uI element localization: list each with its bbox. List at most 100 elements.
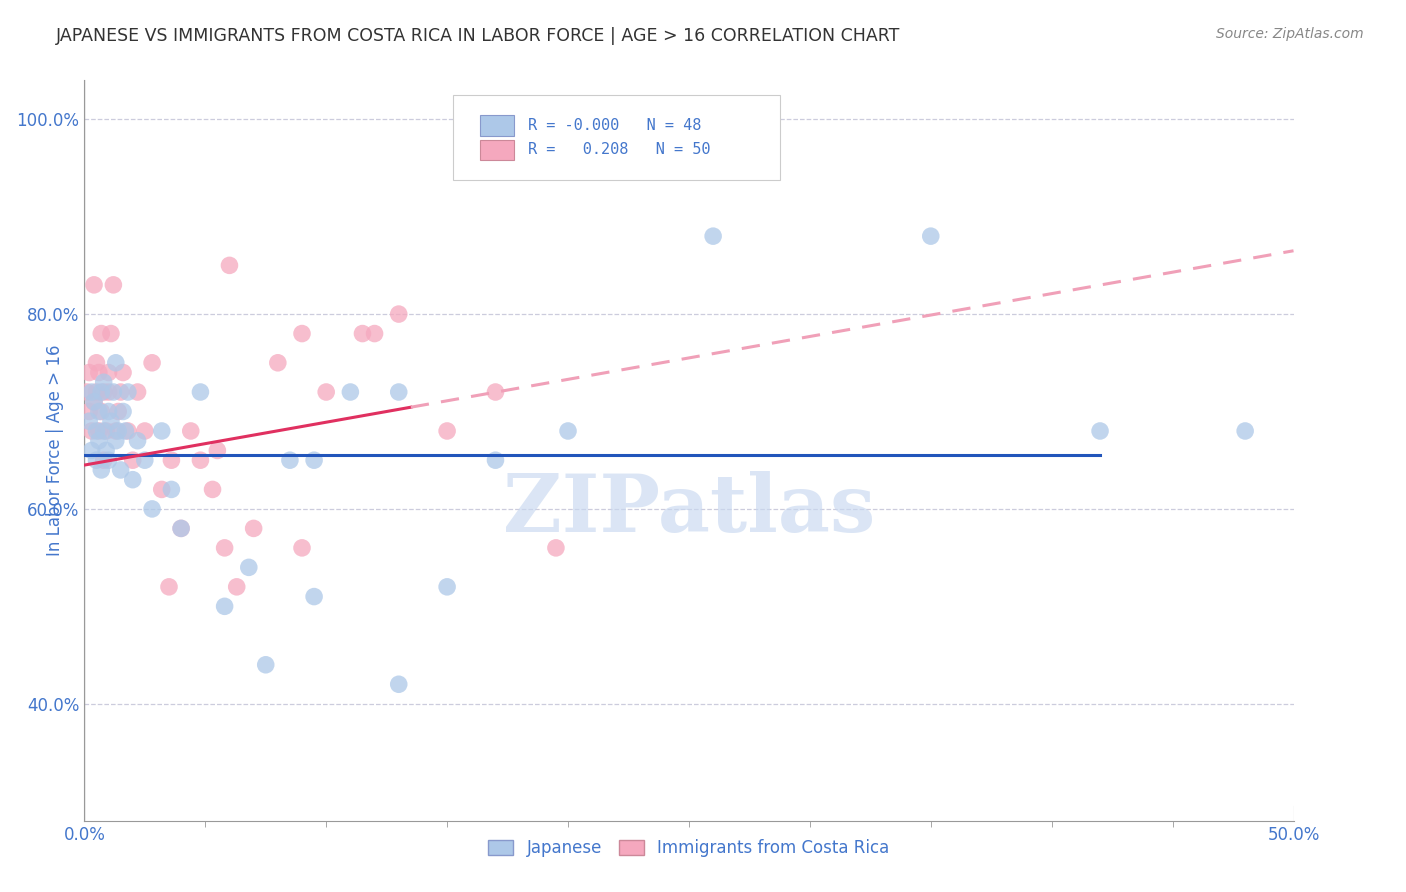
Point — [278, 453, 301, 467]
Text: Source: ZipAtlas.com: Source: ZipAtlas.com — [1216, 27, 1364, 41]
Point — [254, 657, 277, 672]
Text: JAPANESE VS IMMIGRANTS FROM COSTA RICA IN LABOR FORCE | AGE > 16 CORRELATION CHA: JAPANESE VS IMMIGRANTS FROM COSTA RICA I… — [56, 27, 901, 45]
Point — [170, 521, 193, 535]
Point — [190, 453, 212, 467]
Point — [110, 463, 132, 477]
Point — [97, 384, 120, 399]
FancyBboxPatch shape — [479, 115, 513, 136]
Point — [87, 434, 110, 448]
Point — [127, 434, 149, 448]
Point — [388, 384, 411, 399]
Text: R = -0.000   N = 48: R = -0.000 N = 48 — [529, 118, 702, 133]
FancyBboxPatch shape — [479, 139, 513, 161]
Point — [484, 384, 506, 399]
Point — [93, 453, 115, 467]
Point — [134, 453, 156, 467]
Point — [83, 394, 105, 409]
Point — [150, 483, 173, 497]
Point — [80, 424, 103, 438]
Point — [201, 483, 224, 497]
Point — [76, 384, 98, 399]
Point — [77, 414, 100, 428]
Point — [141, 502, 163, 516]
Point — [77, 366, 100, 380]
Point — [104, 356, 127, 370]
Point — [93, 376, 115, 390]
Y-axis label: In Labor Force | Age > 16: In Labor Force | Age > 16 — [45, 344, 63, 557]
Point — [291, 326, 314, 341]
Point — [484, 453, 506, 467]
Text: ZIPatlas: ZIPatlas — [503, 471, 875, 549]
Point — [104, 424, 127, 438]
Point — [107, 424, 129, 438]
Point — [94, 424, 117, 438]
Point — [702, 229, 724, 244]
Point — [90, 404, 112, 418]
Point — [117, 424, 139, 438]
Point — [160, 453, 183, 467]
Point — [110, 384, 132, 399]
Point — [225, 580, 247, 594]
Point — [87, 404, 110, 418]
Point — [170, 521, 193, 535]
Point — [388, 677, 411, 691]
Point — [103, 277, 125, 292]
Point — [97, 404, 120, 418]
Point — [93, 424, 115, 438]
Point — [83, 277, 105, 292]
Point — [90, 463, 112, 477]
Point — [86, 453, 108, 467]
Point — [134, 424, 156, 438]
Point — [112, 404, 135, 418]
Point — [436, 424, 458, 438]
Point — [291, 541, 314, 555]
Point — [218, 259, 240, 273]
Point — [107, 404, 129, 418]
Point — [1234, 424, 1257, 438]
Point — [127, 384, 149, 399]
Point — [100, 414, 122, 428]
Point — [121, 473, 143, 487]
Point — [315, 384, 337, 399]
Point — [112, 366, 135, 380]
Point — [214, 599, 236, 614]
Text: R =   0.208   N = 50: R = 0.208 N = 50 — [529, 143, 710, 157]
Point — [121, 453, 143, 467]
Point — [86, 384, 108, 399]
Point — [87, 366, 110, 380]
Point — [544, 541, 567, 555]
Point — [77, 404, 100, 418]
Point — [267, 356, 290, 370]
Point — [207, 443, 229, 458]
FancyBboxPatch shape — [453, 95, 780, 180]
Point — [90, 326, 112, 341]
Point — [97, 366, 120, 380]
Point — [1088, 424, 1111, 438]
Point — [352, 326, 374, 341]
Point — [93, 384, 115, 399]
Point — [302, 453, 325, 467]
Point — [80, 384, 103, 399]
Point — [117, 384, 139, 399]
Point — [86, 424, 108, 438]
Point — [436, 580, 458, 594]
Point — [363, 326, 385, 341]
Point — [190, 384, 212, 399]
Point — [80, 443, 103, 458]
Point — [104, 434, 127, 448]
Point — [388, 307, 411, 321]
Point — [97, 453, 120, 467]
Point — [302, 590, 325, 604]
Point — [150, 424, 173, 438]
Point — [238, 560, 260, 574]
Point — [157, 580, 180, 594]
Point — [94, 443, 117, 458]
Point — [242, 521, 264, 535]
Point — [100, 326, 122, 341]
Point — [557, 424, 579, 438]
Point — [141, 356, 163, 370]
Point — [180, 424, 202, 438]
Point — [83, 394, 105, 409]
Point — [103, 384, 125, 399]
Point — [87, 424, 110, 438]
